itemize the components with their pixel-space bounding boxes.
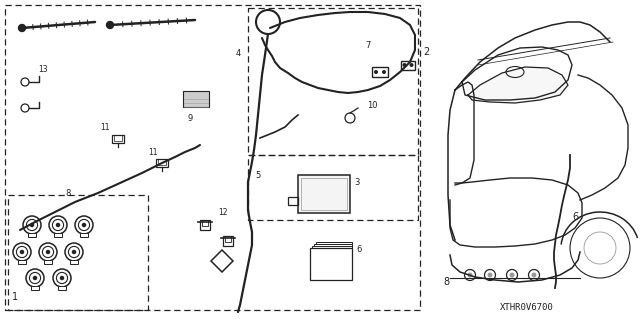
Circle shape	[506, 270, 518, 280]
Text: 8: 8	[443, 277, 449, 287]
Circle shape	[26, 269, 44, 287]
Text: 13: 13	[38, 65, 47, 74]
Bar	[112, 135, 124, 143]
Circle shape	[531, 272, 536, 278]
Text: 4: 4	[236, 49, 241, 58]
Circle shape	[82, 223, 86, 227]
Circle shape	[49, 216, 67, 234]
Bar	[156, 159, 168, 167]
Circle shape	[509, 272, 515, 278]
Circle shape	[106, 21, 113, 28]
Bar	[314, 244, 352, 276]
Circle shape	[488, 272, 493, 278]
Bar	[70, 260, 77, 264]
Bar	[401, 61, 415, 70]
Bar	[301, 178, 347, 210]
Bar	[316, 242, 352, 274]
Text: 12: 12	[218, 208, 227, 217]
Bar	[310, 248, 352, 280]
Bar	[223, 236, 233, 246]
Bar	[372, 67, 388, 77]
Text: 1: 1	[12, 292, 18, 302]
Bar	[298, 175, 350, 213]
Bar	[54, 233, 61, 237]
Text: 10: 10	[367, 101, 378, 110]
Text: 11: 11	[148, 148, 157, 157]
Text: 3: 3	[354, 178, 360, 187]
Bar	[288, 197, 298, 205]
Circle shape	[33, 276, 37, 280]
Bar	[19, 260, 26, 264]
Text: XTHR0V6700: XTHR0V6700	[500, 302, 554, 311]
Circle shape	[45, 250, 51, 254]
Circle shape	[410, 63, 413, 67]
Circle shape	[65, 243, 83, 261]
Circle shape	[484, 270, 495, 280]
Polygon shape	[468, 67, 568, 103]
Circle shape	[56, 223, 60, 227]
Circle shape	[403, 63, 406, 67]
Text: 5: 5	[255, 171, 260, 180]
Circle shape	[23, 216, 41, 234]
Circle shape	[39, 243, 57, 261]
Circle shape	[374, 70, 378, 74]
Circle shape	[467, 272, 472, 278]
Circle shape	[19, 25, 26, 32]
Circle shape	[20, 250, 24, 254]
Bar	[58, 286, 65, 290]
Text: 8: 8	[65, 189, 70, 198]
Bar	[31, 286, 38, 290]
Bar	[200, 220, 210, 230]
Bar	[44, 260, 52, 264]
Circle shape	[75, 216, 93, 234]
Circle shape	[529, 270, 540, 280]
Circle shape	[53, 269, 71, 287]
Bar	[312, 246, 352, 278]
Bar	[183, 91, 209, 107]
Circle shape	[465, 270, 476, 280]
Bar	[114, 135, 122, 141]
Circle shape	[13, 243, 31, 261]
Bar	[28, 233, 36, 237]
Circle shape	[29, 223, 35, 227]
Circle shape	[60, 276, 64, 280]
Bar	[225, 236, 231, 242]
Bar	[81, 233, 88, 237]
Text: 7: 7	[365, 41, 371, 50]
Bar	[158, 159, 166, 165]
Bar	[202, 220, 208, 226]
Text: 9: 9	[187, 114, 192, 123]
Text: 11: 11	[100, 123, 109, 132]
Circle shape	[72, 250, 76, 254]
Text: 6: 6	[572, 212, 578, 222]
Text: 2: 2	[423, 47, 429, 57]
Text: 6: 6	[356, 245, 362, 254]
Circle shape	[382, 70, 386, 74]
